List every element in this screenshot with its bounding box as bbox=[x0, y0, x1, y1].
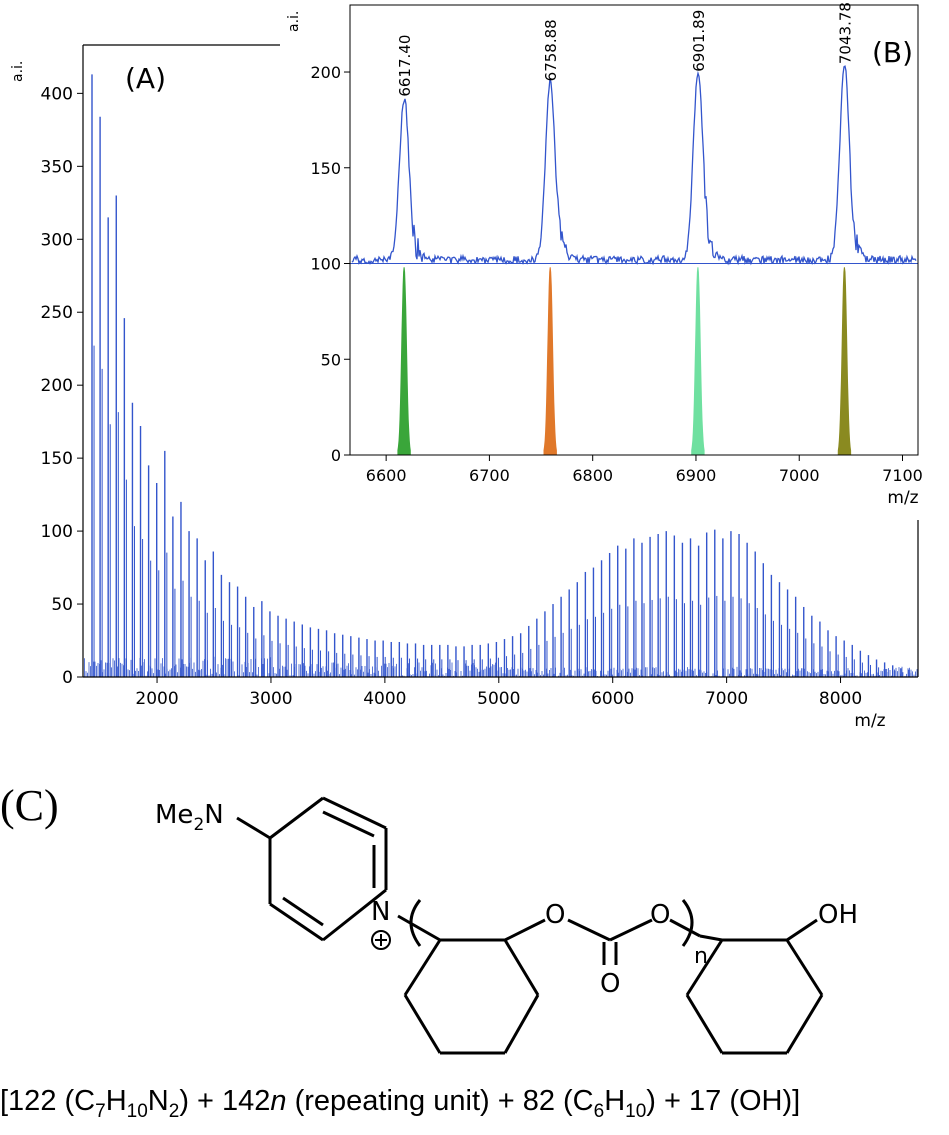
chart-a-y-tick-label: 0 bbox=[62, 668, 73, 688]
chart-b-measured-trace bbox=[351, 65, 917, 266]
cyclohexane-ring-2 bbox=[685, 918, 824, 1055]
n-to-cyclohexane-bond bbox=[397, 914, 441, 942]
chart-b-peak-label: 6901.89 bbox=[690, 10, 708, 72]
chart-a-y-tick-label: 50 bbox=[51, 595, 73, 615]
chart-a-y-tick-label: 300 bbox=[41, 230, 73, 250]
chart-b-plot: 6617.40 6758.88 6901.89 7043.78 bbox=[350, 2, 918, 456]
chart-a-x-tick-label: 4000 bbox=[363, 689, 406, 709]
right-bracket bbox=[681, 899, 694, 947]
oxygen-label-2: O bbox=[650, 900, 670, 930]
chart-a-x-tick-label: 7000 bbox=[705, 689, 748, 709]
chart-b-x-axis-label: m/z bbox=[887, 488, 918, 508]
chart-b-y-tick-label: 150 bbox=[310, 159, 341, 178]
chart-b-y-tick-label: 0 bbox=[331, 446, 341, 465]
chart-b-axes: 0 50 100 150 200 6600 6700 6800 6900 7000 7100 bbox=[310, 4, 923, 485]
chart-a-panel-label: (A) bbox=[125, 62, 166, 95]
chart-a-y-tick-label: 200 bbox=[41, 376, 73, 396]
oxygen-label-3: O bbox=[600, 969, 620, 999]
chart-b-x-tick-label: 6700 bbox=[469, 466, 510, 485]
chart-a-y-tick-label: 400 bbox=[41, 84, 73, 104]
pyridinium-n-label: N bbox=[371, 897, 390, 927]
chart-b-peak-label: 7043.78 bbox=[836, 2, 854, 64]
chart-a-y-tick-label: 350 bbox=[41, 157, 73, 177]
chart-a-plot bbox=[84, 74, 918, 677]
chart-b-y-tick-label: 200 bbox=[310, 63, 341, 82]
chart-b-simulated-peak bbox=[837, 267, 852, 456]
carbonate-bonds bbox=[504, 918, 701, 965]
chart-a-y-tick-label: 100 bbox=[41, 522, 73, 542]
chart-b: 6617.40 6758.88 6901.89 7043.78 0 50 100 150 20… bbox=[280, 0, 949, 520]
me2n-label: Me2N bbox=[155, 800, 224, 835]
pyridinium-ring bbox=[236, 796, 388, 942]
oxygen-label-1: O bbox=[545, 900, 565, 930]
chart-b-x-tick-label: 7000 bbox=[779, 466, 820, 485]
chart-a-y-tick-label: 150 bbox=[41, 449, 73, 469]
chart-a-x-tick-label: 2000 bbox=[135, 689, 178, 709]
chart-b-y-tick-label: 50 bbox=[321, 350, 341, 369]
chart-a-x-axis-label: m/z bbox=[854, 711, 885, 731]
positive-charge-icon bbox=[371, 930, 391, 950]
cyclohexane-ring-1 bbox=[403, 938, 540, 1055]
chart-b-background bbox=[280, 0, 949, 520]
chart-b-panel-label: (B) bbox=[872, 36, 913, 69]
chart-a-y-axis-label: a.i. bbox=[10, 61, 26, 82]
chemical-structure: Me2N N O O O n OH bbox=[155, 796, 858, 1055]
hydroxyl-label: OH bbox=[818, 900, 858, 930]
chart-b-peak-label: 6617.40 bbox=[396, 35, 414, 97]
chart-b-x-tick-label: 6900 bbox=[676, 466, 717, 485]
chart-a-x-tick-label: 6000 bbox=[591, 689, 634, 709]
chart-b-y-tick-label: 100 bbox=[310, 255, 341, 274]
chart-b-y-axis-label: a.i. bbox=[286, 11, 302, 32]
chart-b-x-tick-label: 7100 bbox=[882, 466, 923, 485]
chart-b-frame bbox=[349, 4, 919, 456]
bracket-to-cyclohexane-bond bbox=[699, 934, 723, 942]
chart-b-simulated-peak bbox=[397, 267, 411, 456]
chart-a-x-tick-label: 8000 bbox=[819, 689, 862, 709]
chart-b-simulated-peak bbox=[691, 267, 705, 456]
chart-b-peak-label: 6758.88 bbox=[542, 19, 560, 81]
mass-formula: [122 (C7H10N2) + 142n (repeating unit) +… bbox=[0, 1085, 801, 1122]
chart-a-y-tick-label: 250 bbox=[41, 303, 73, 323]
repeat-n-label: n bbox=[694, 944, 708, 969]
chart-b-simulated-peak bbox=[543, 267, 557, 456]
chart-a-x-tick-label: 3000 bbox=[249, 689, 292, 709]
chart-b-x-tick-label: 6800 bbox=[572, 466, 613, 485]
chart-b-x-tick-label: 6600 bbox=[366, 466, 407, 485]
panel-c-label: (C) bbox=[0, 781, 59, 830]
chart-a-x-tick-label: 5000 bbox=[477, 689, 520, 709]
